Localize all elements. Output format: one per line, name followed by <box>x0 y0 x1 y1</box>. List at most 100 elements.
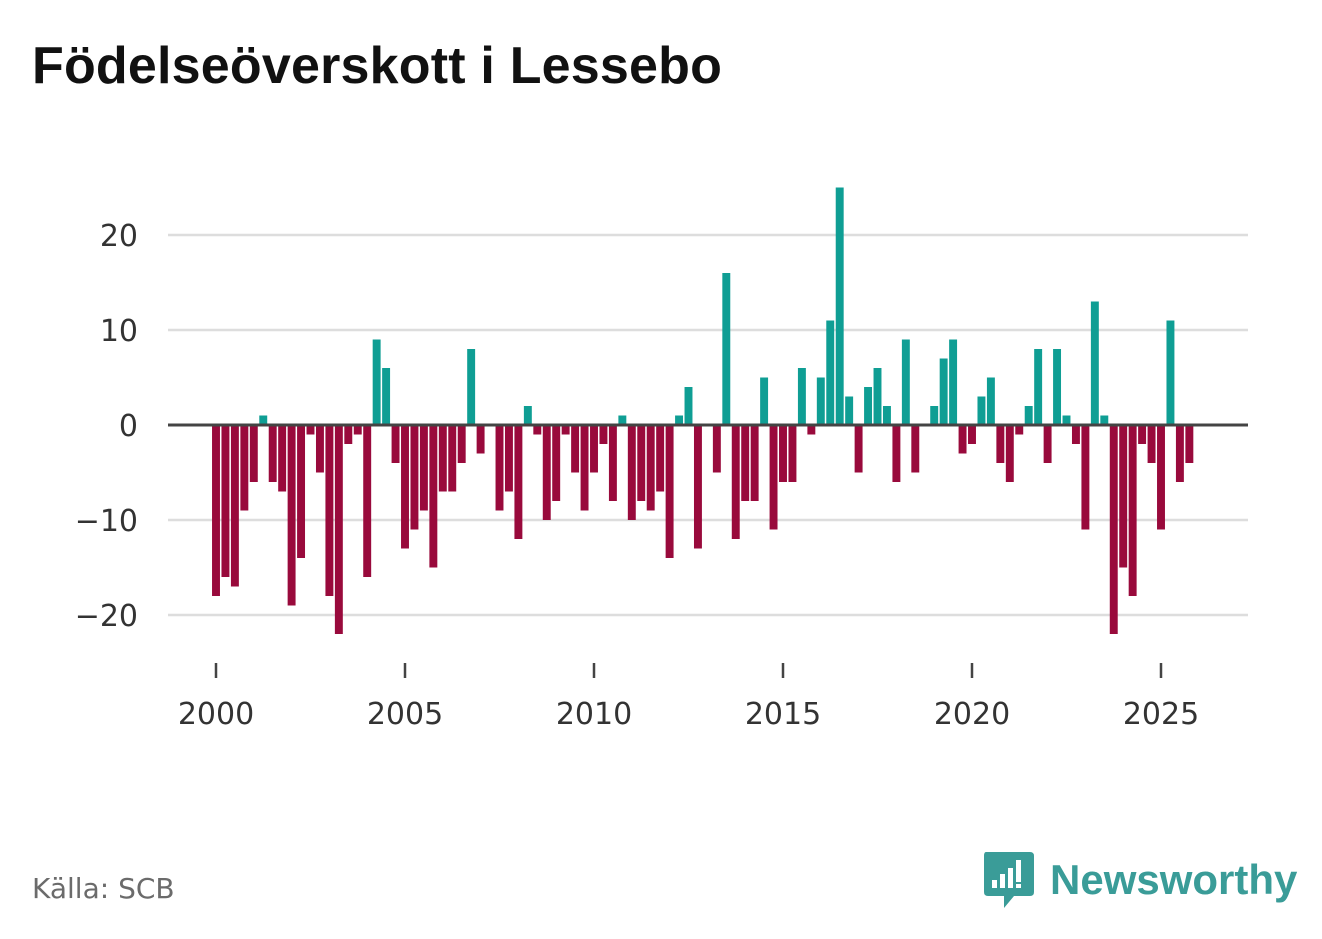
bar[interactable] <box>788 425 797 482</box>
bar[interactable] <box>627 425 636 520</box>
bar[interactable] <box>797 368 806 425</box>
bar[interactable] <box>1138 425 1147 444</box>
bar[interactable] <box>807 425 816 435</box>
bar[interactable] <box>637 425 646 501</box>
bar[interactable] <box>684 387 693 425</box>
bar[interactable] <box>467 349 476 425</box>
bar[interactable] <box>854 425 863 473</box>
bar[interactable] <box>419 425 428 511</box>
bar[interactable] <box>693 425 702 549</box>
bar[interactable] <box>1100 415 1109 426</box>
bar[interactable] <box>958 425 967 454</box>
bar[interactable] <box>448 425 457 492</box>
bar[interactable] <box>1185 425 1194 463</box>
bar[interactable] <box>1053 349 1062 425</box>
bar[interactable] <box>599 425 608 444</box>
bar[interactable] <box>401 425 409 549</box>
bar[interactable] <box>590 425 598 473</box>
bar[interactable] <box>731 425 740 539</box>
bar[interactable] <box>1128 425 1137 596</box>
bar[interactable] <box>1166 320 1175 426</box>
bar[interactable] <box>372 339 381 426</box>
bar[interactable] <box>363 425 372 577</box>
bar[interactable] <box>212 425 220 596</box>
bar[interactable] <box>882 406 891 425</box>
bar[interactable] <box>1071 425 1080 444</box>
bar[interactable] <box>779 425 787 482</box>
bar[interactable] <box>221 425 230 577</box>
bar[interactable] <box>514 425 523 539</box>
bar[interactable] <box>675 415 684 426</box>
bar[interactable] <box>259 415 268 426</box>
bar[interactable] <box>1062 415 1071 426</box>
bar[interactable] <box>278 425 287 492</box>
bar[interactable] <box>750 425 759 501</box>
bar[interactable] <box>930 406 939 425</box>
bar[interactable] <box>1005 425 1014 482</box>
bar[interactable] <box>1090 301 1099 426</box>
bar[interactable] <box>533 425 542 435</box>
bar[interactable] <box>287 425 296 606</box>
bar[interactable] <box>608 425 617 501</box>
bar[interactable] <box>760 377 769 426</box>
bar[interactable] <box>382 368 391 425</box>
bar[interactable] <box>949 339 958 426</box>
bar[interactable] <box>230 425 239 587</box>
bar[interactable] <box>495 425 504 511</box>
bar[interactable] <box>523 406 532 425</box>
bar[interactable] <box>325 425 334 596</box>
bar[interactable] <box>1157 425 1165 530</box>
bar[interactable] <box>986 377 995 426</box>
bar[interactable] <box>1024 406 1033 425</box>
bar[interactable] <box>457 425 466 463</box>
bar[interactable] <box>835 187 844 426</box>
bar[interactable] <box>249 425 258 482</box>
bar[interactable] <box>911 425 920 473</box>
bar[interactable] <box>892 425 901 482</box>
bar[interactable] <box>939 358 948 426</box>
bar[interactable] <box>561 425 570 435</box>
bar[interactable] <box>410 425 419 530</box>
bar[interactable] <box>1175 425 1184 482</box>
bar[interactable] <box>656 425 665 492</box>
bar[interactable] <box>741 425 750 501</box>
bar[interactable] <box>1081 425 1090 530</box>
bar[interactable] <box>712 425 721 473</box>
bar[interactable] <box>864 387 873 425</box>
bar[interactable] <box>1015 425 1024 435</box>
bar[interactable] <box>580 425 589 511</box>
bar[interactable] <box>722 273 731 425</box>
bar[interactable] <box>353 425 362 435</box>
bar[interactable] <box>315 425 324 473</box>
bar[interactable] <box>240 425 249 511</box>
bar[interactable] <box>297 425 306 558</box>
bar[interactable] <box>1147 425 1156 463</box>
brand-logo[interactable]: Newsworthy <box>982 850 1297 910</box>
bar[interactable] <box>901 339 910 426</box>
bar[interactable] <box>344 425 353 444</box>
bar[interactable] <box>977 396 986 426</box>
bar[interactable] <box>438 425 447 492</box>
bar[interactable] <box>646 425 655 511</box>
bar[interactable] <box>334 425 343 634</box>
bar[interactable] <box>826 320 835 426</box>
bar[interactable] <box>429 425 438 568</box>
bar[interactable] <box>665 425 674 558</box>
bar[interactable] <box>552 425 561 501</box>
bar[interactable] <box>1119 425 1128 568</box>
bar[interactable] <box>845 396 854 426</box>
bar[interactable] <box>504 425 513 492</box>
bar[interactable] <box>816 377 825 426</box>
bar[interactable] <box>306 425 315 435</box>
bar[interactable] <box>542 425 551 520</box>
bar[interactable] <box>391 425 400 463</box>
bar[interactable] <box>873 368 882 425</box>
bar[interactable] <box>1109 425 1118 634</box>
bar[interactable] <box>968 425 976 444</box>
bar[interactable] <box>618 415 627 426</box>
bar[interactable] <box>769 425 778 530</box>
bar[interactable] <box>268 425 277 482</box>
bar[interactable] <box>571 425 580 473</box>
bar[interactable] <box>476 425 485 454</box>
bar[interactable] <box>1043 425 1052 463</box>
